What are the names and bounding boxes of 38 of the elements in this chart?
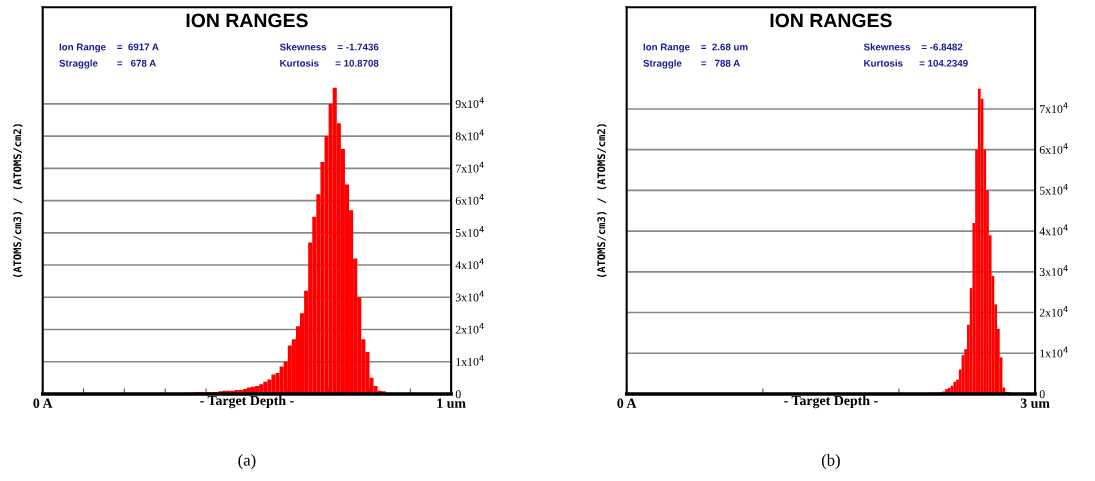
x-tick-label: 3 um (1020, 398, 1050, 408)
annotation: Skewness = -6.8482 (863, 43, 963, 51)
x-tick-label: 0 A (617, 398, 637, 408)
text: (a) (238, 454, 256, 470)
y-tick-label: 0 (1039, 390, 1045, 399)
chart-title: ION RANGES (770, 13, 892, 28)
y-tick-label: 6x10$^{4}$ (455, 194, 484, 205)
x-axis-title: - Target Depth - (200, 395, 294, 409)
y-tick-label: 5x10$^{4}$ (1039, 183, 1068, 195)
annotation: Ion Range = 6917 A (59, 43, 159, 53)
y-tick-label: 8x10$^{4}$ (455, 129, 484, 141)
y-tick-label: 1x10$^{4}$ (1040, 346, 1068, 358)
chart-title: ION RANGES (186, 13, 308, 28)
y-tick-label: 5x10$^{4}$ (455, 226, 484, 237)
y-tick-label: 1x10$^{4}$ (456, 355, 484, 366)
annotation: Straggle = 788 A (643, 59, 740, 69)
annotation: Ion Range = 2.68 um (643, 43, 748, 53)
annotation: Kurtosis = 10.8708 (280, 59, 379, 67)
text: (b) (821, 454, 840, 470)
y-tick-label: 7x10$^{4}$ (1040, 102, 1068, 114)
y-tick-label: 7x10$^{4}$ (456, 161, 484, 173)
x-tick-label: 0 A (33, 398, 53, 408)
y-axis-title: (ATOMS/cm3) / (ATOMS/cm2) (13, 124, 23, 278)
y-tick-label: 3x10$^{4}$ (1039, 265, 1068, 276)
x-axis-title: - Target Depth - (784, 395, 878, 409)
y-tick-label: 4x10$^{4}$ (1039, 224, 1068, 236)
annotation: Straggle = 678 A (59, 59, 156, 69)
y-tick-label: 3x10$^{4}$ (455, 290, 484, 302)
annotation: Kurtosis = 104.2349 (864, 59, 968, 67)
y-tick-label: 6x10$^{4}$ (1039, 143, 1068, 154)
y-tick-label: 4x10$^{4}$ (455, 258, 484, 270)
y-tick-label: 2x10$^{4}$ (1039, 306, 1068, 317)
y-tick-label: 0 (455, 390, 461, 399)
x-tick-label: 1 um (437, 398, 466, 408)
y-axis-title: (ATOMS/cm3) / (ATOMS/cm2) (597, 124, 607, 278)
y-tick-label: 9x10$^{4}$ (455, 97, 484, 109)
y-tick-label: 2x10$^{4}$ (455, 322, 484, 334)
annotation: Skewness = -1.7436 (279, 43, 379, 51)
